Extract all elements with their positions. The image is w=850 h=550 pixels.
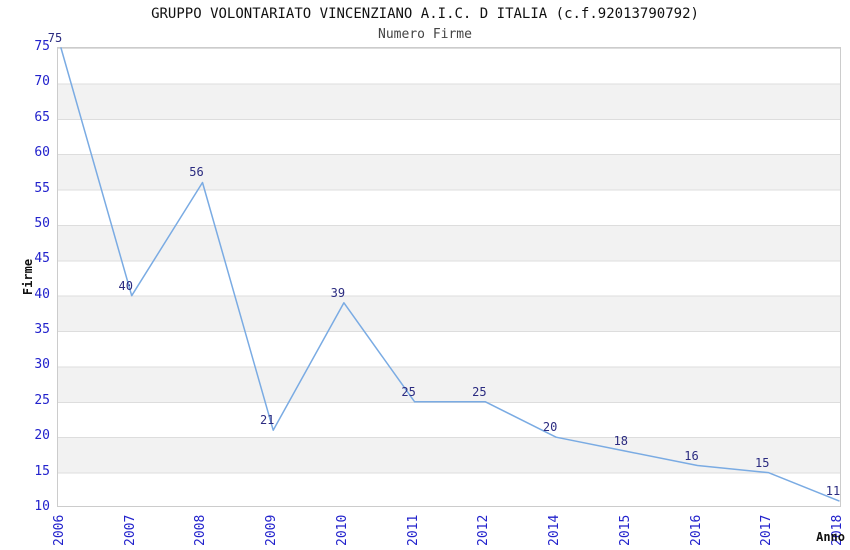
x-tick-label: 2012	[476, 514, 492, 546]
y-tick-label: 60	[34, 145, 50, 161]
data-point-label: 11	[825, 483, 841, 498]
line-series-svg	[60, 47, 840, 502]
x-tick-label: 2014	[547, 514, 563, 546]
data-point-label: 21	[259, 413, 275, 428]
data-point-label: 56	[189, 165, 204, 180]
y-tick-label: 40	[34, 286, 50, 302]
y-tick-label: 10	[34, 499, 50, 514]
chart-title: GRUPPO VOLONTARIATO VINCENZIANO A.I.C. D…	[151, 6, 699, 22]
data-point-label: 75	[47, 31, 63, 45]
x-tick-label: 2007	[122, 514, 138, 546]
x-tick-label: 2016	[688, 514, 704, 546]
data-point-label: 40	[118, 278, 133, 293]
y-tick-label: 25	[34, 392, 50, 408]
y-tick-label: 45	[34, 251, 50, 267]
data-line	[60, 47, 840, 502]
y-tick-label: 65	[34, 109, 50, 125]
data-point-label: 25	[472, 384, 487, 399]
x-axis-title: Anno	[816, 530, 845, 544]
data-point-label: 39	[330, 285, 346, 300]
y-tick-label: 30	[34, 357, 50, 373]
x-tick-label: 2017	[759, 514, 775, 546]
y-tick-label: 55	[34, 180, 50, 196]
data-point-label: 18	[613, 434, 629, 449]
x-tick-label: 2015	[617, 514, 633, 546]
y-tick-label: 75	[34, 39, 50, 54]
y-tick-label: 50	[34, 215, 50, 231]
chart-subtitle: Numero Firme	[378, 27, 472, 42]
y-tick-label: 35	[34, 322, 50, 338]
plot-area	[57, 47, 841, 507]
data-point-label: 15	[755, 455, 770, 470]
data-point-label: 20	[542, 420, 558, 435]
y-tick-label: 70	[34, 74, 50, 90]
x-tick-label: 2010	[334, 514, 350, 546]
x-tick-label: 2008	[193, 514, 209, 546]
x-tick-label: 2009	[264, 514, 280, 546]
y-tick-label: 20	[34, 428, 50, 444]
data-point-label: 25	[401, 384, 416, 399]
y-tick-label: 15	[34, 463, 50, 479]
data-point-label: 16	[684, 448, 699, 463]
x-tick-label: 2011	[405, 514, 421, 546]
x-tick-label: 2006	[52, 514, 67, 546]
